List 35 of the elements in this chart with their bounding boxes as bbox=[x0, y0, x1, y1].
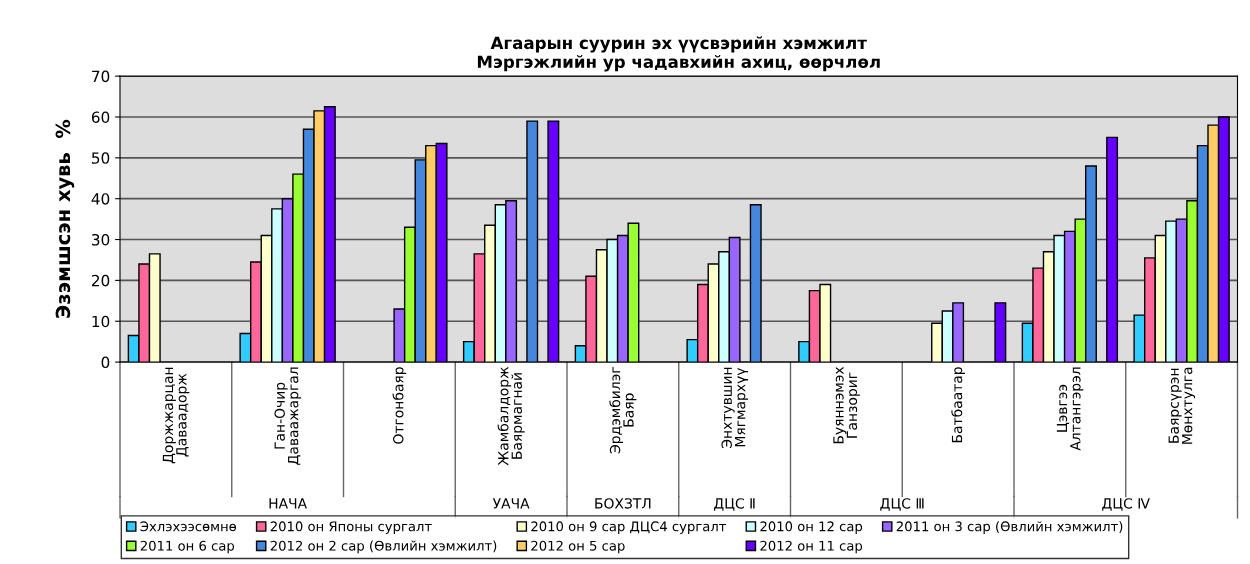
y-tick-label: 20 bbox=[91, 274, 110, 287]
legend-label: 2012 он 11 сар bbox=[760, 540, 863, 554]
chart-title: Агаарын суурин эх үүсвэрийн хэмжилт Мэргэжлийн ур чадавхийн ахиц, өөрчлөл bbox=[477, 36, 880, 72]
x-tick-label: Ган-Очир Даваажаргал bbox=[274, 367, 302, 465]
x-tick-label: Энхтувшин Мягмархүү bbox=[721, 367, 749, 448]
x-tick-label: Жамбалдорж Баярмагнай bbox=[497, 366, 525, 466]
y-tick-label: 40 bbox=[91, 193, 110, 205]
x-tick-label: Баярсүрэн Мөнхтулга bbox=[1168, 367, 1196, 444]
legend-label: 2012 он 5 сар bbox=[531, 540, 625, 554]
legend-label: 2010 он 12 сар bbox=[760, 521, 863, 534]
x-tick-label: Цэвгээ Алтангэрэл bbox=[1056, 367, 1084, 451]
y-tick-label: 30 bbox=[92, 234, 110, 246]
x-tick-label: Эрдэмбилэг Баяр bbox=[609, 367, 637, 454]
text: ДЦС Ⅱ bbox=[714, 498, 755, 511]
legend-label: 2011 он 6 сар bbox=[140, 540, 235, 554]
text: БОХЗТЛ bbox=[595, 498, 651, 509]
x-tick-label: Доржжарцан Даваадорж bbox=[162, 367, 190, 464]
text: УАЧА bbox=[492, 498, 530, 509]
y-tick-label: 10 bbox=[92, 315, 110, 328]
text: НАЧА bbox=[269, 498, 307, 509]
text: ДЦС Ⅲ bbox=[880, 498, 924, 511]
legend-label: 2010 он 9 сар ДЦС4 сургалт bbox=[531, 521, 727, 534]
x-tick-label: Буяннэмэх Ганзориг bbox=[833, 366, 860, 444]
x-tick-label: Батбаатар bbox=[951, 367, 965, 443]
text: ДЦС Ⅳ bbox=[1102, 498, 1150, 511]
y-axis-title: Эзэмшсэн хувь % bbox=[55, 119, 75, 318]
y-tick-label: 50 bbox=[92, 152, 110, 164]
y-tick-label: 0 bbox=[101, 356, 110, 369]
legend-label: 2012 он 2 сар (Өвлийн хэмжилт) bbox=[270, 540, 497, 554]
legend-label: 2010 он Японы сургалт bbox=[270, 521, 432, 534]
y-tick-label: 60 bbox=[91, 111, 110, 124]
y-tick-label: 70 bbox=[92, 70, 110, 83]
legend-label: 2011 он 3 сар (Өвлийн хэмжилт) bbox=[896, 521, 1123, 534]
legend-label: Эхлэхээсөмнө bbox=[140, 521, 237, 532]
x-tick-label: Отгонбаяр bbox=[392, 367, 407, 444]
